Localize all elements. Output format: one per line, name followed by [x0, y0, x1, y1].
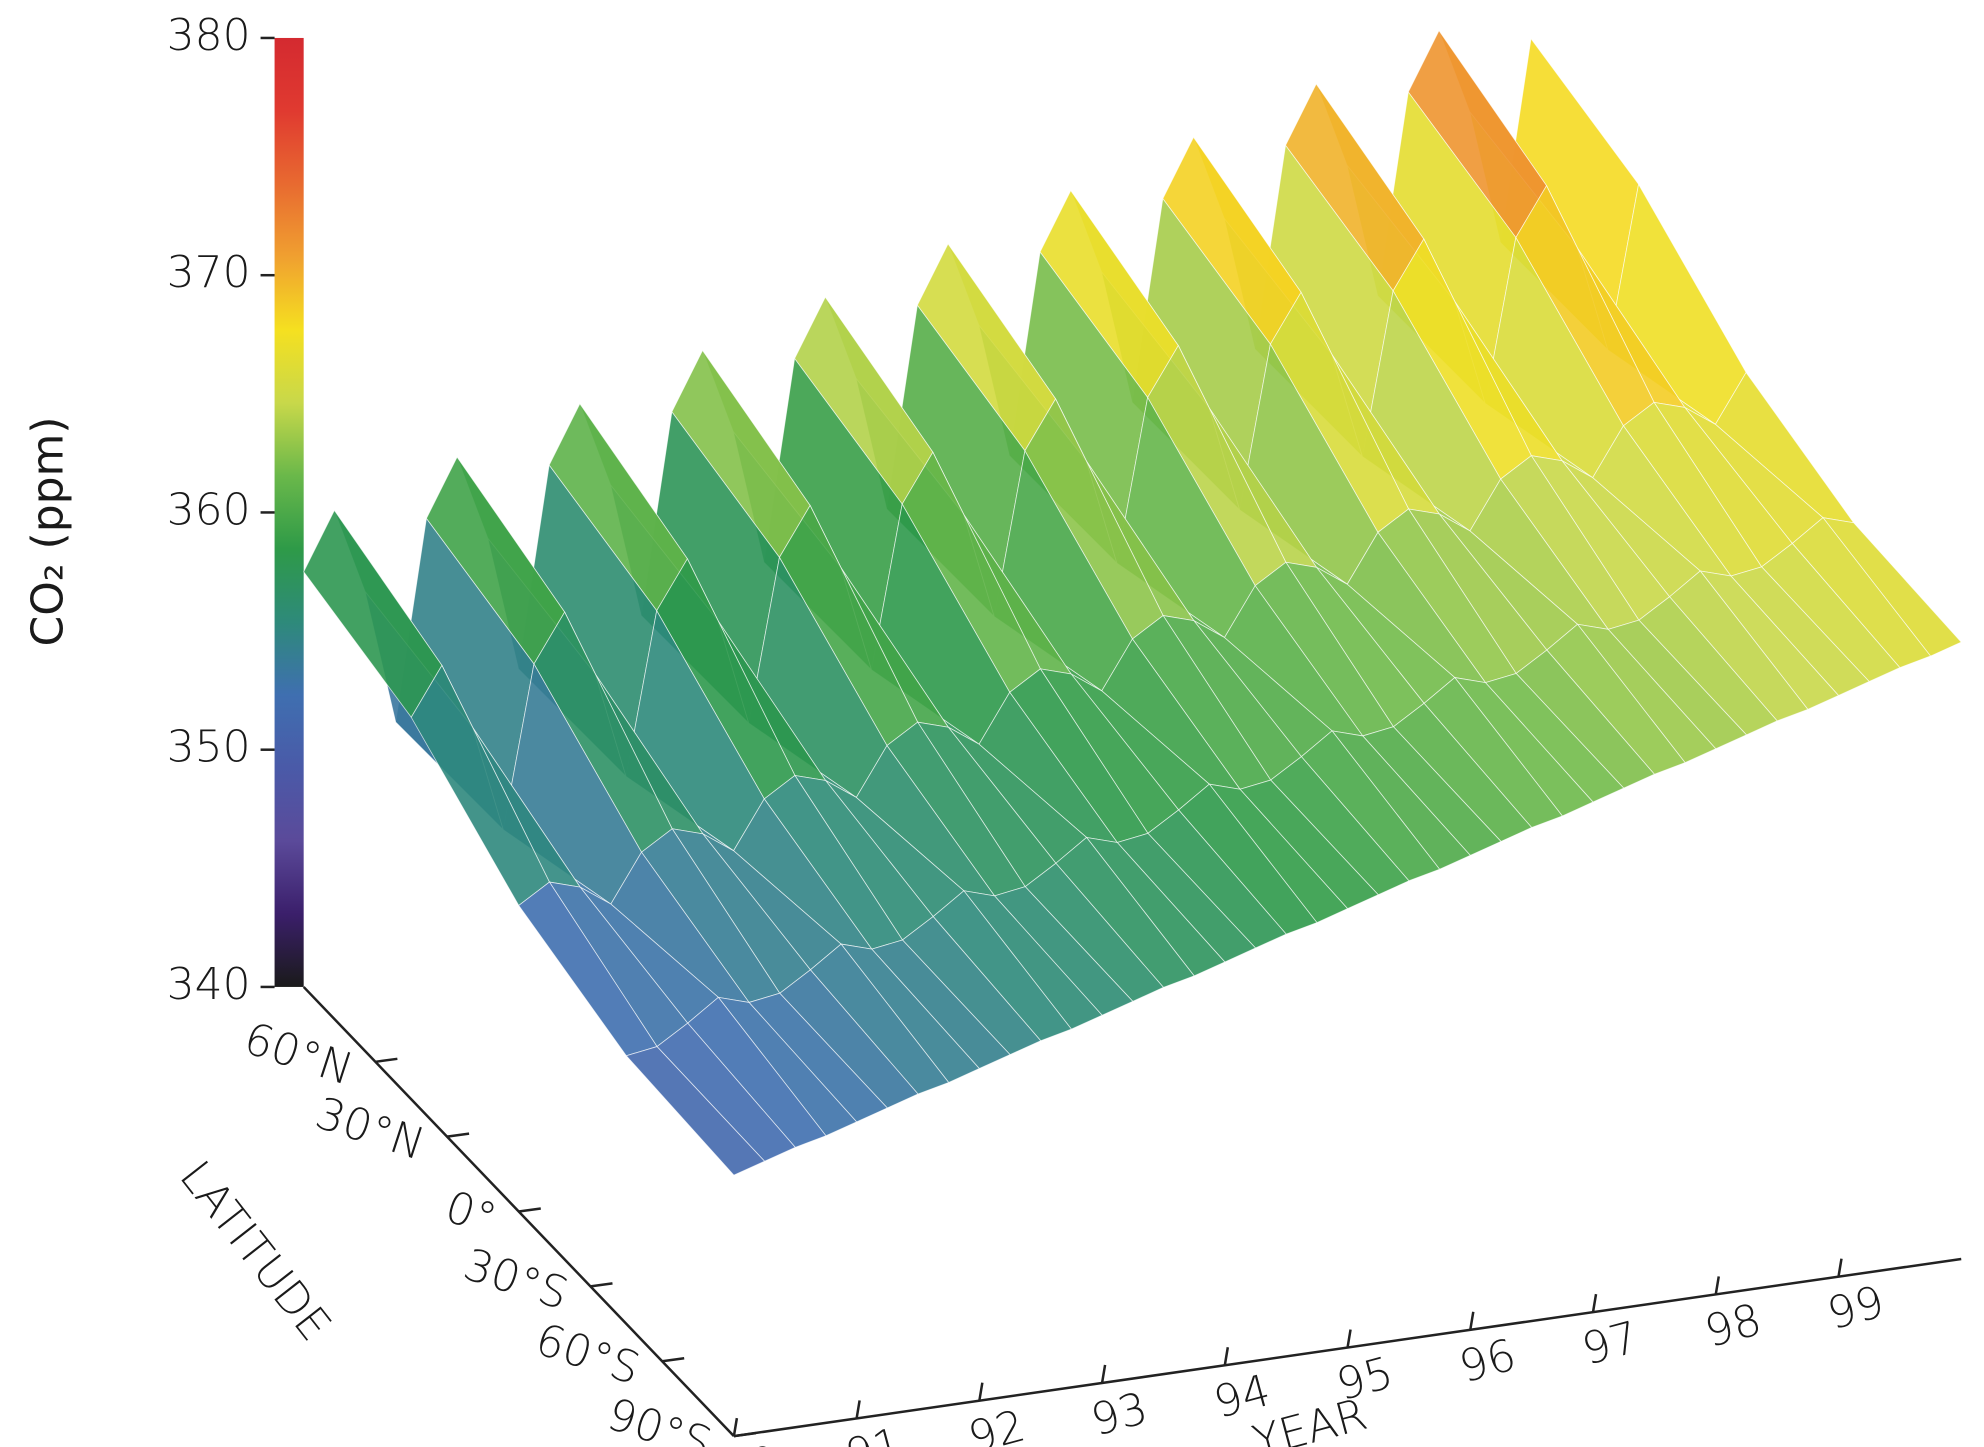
- z-tick-label: 340: [167, 959, 251, 1010]
- colorbar: [274, 37, 304, 987]
- year-tick: [1591, 1293, 1598, 1313]
- year-tick: [1223, 1347, 1230, 1366]
- latitude-axis-title: LATITUDE: [169, 1152, 340, 1351]
- z-tick-label: 360: [167, 484, 251, 535]
- z-axis-title: CO₂ (ppm): [23, 416, 74, 646]
- year-tick-label: 93: [1086, 1383, 1153, 1447]
- year-tick-label: 92: [963, 1400, 1030, 1447]
- year-tick: [1469, 1311, 1475, 1331]
- surface: [303, 29, 1962, 1176]
- latitude-tick: [446, 1132, 470, 1138]
- year-tick: [1100, 1364, 1107, 1384]
- surface-cell: [625, 1046, 766, 1176]
- year-tick-label: 90: [718, 1436, 785, 1447]
- year-tick: [855, 1400, 861, 1419]
- year-tick-label: 98: [1699, 1294, 1766, 1358]
- latitude-tick: [375, 1057, 398, 1064]
- year-tick: [1714, 1276, 1720, 1295]
- z-tick-label: 370: [167, 247, 251, 298]
- z-tick-label: 350: [167, 722, 251, 773]
- latitude-tick: [733, 1431, 757, 1438]
- year-tick-label: 91: [840, 1418, 907, 1447]
- latitude-tick-label: 90°S: [601, 1389, 717, 1447]
- latitude-tick: [590, 1282, 613, 1288]
- year-tick: [1837, 1258, 1843, 1277]
- year-tick-label: 99: [1822, 1276, 1889, 1340]
- z-tick-label: 380: [167, 10, 251, 61]
- year-tick-label: 97: [1577, 1312, 1644, 1376]
- latitude-tick: [662, 1357, 685, 1363]
- year-tick: [1346, 1329, 1352, 1348]
- latitude-tick-label: 0°: [439, 1181, 502, 1245]
- year-tick-label: 96: [1454, 1330, 1521, 1394]
- year-tick: [978, 1382, 984, 1401]
- year-tick: [732, 1417, 739, 1437]
- latitude-tick: [518, 1207, 541, 1213]
